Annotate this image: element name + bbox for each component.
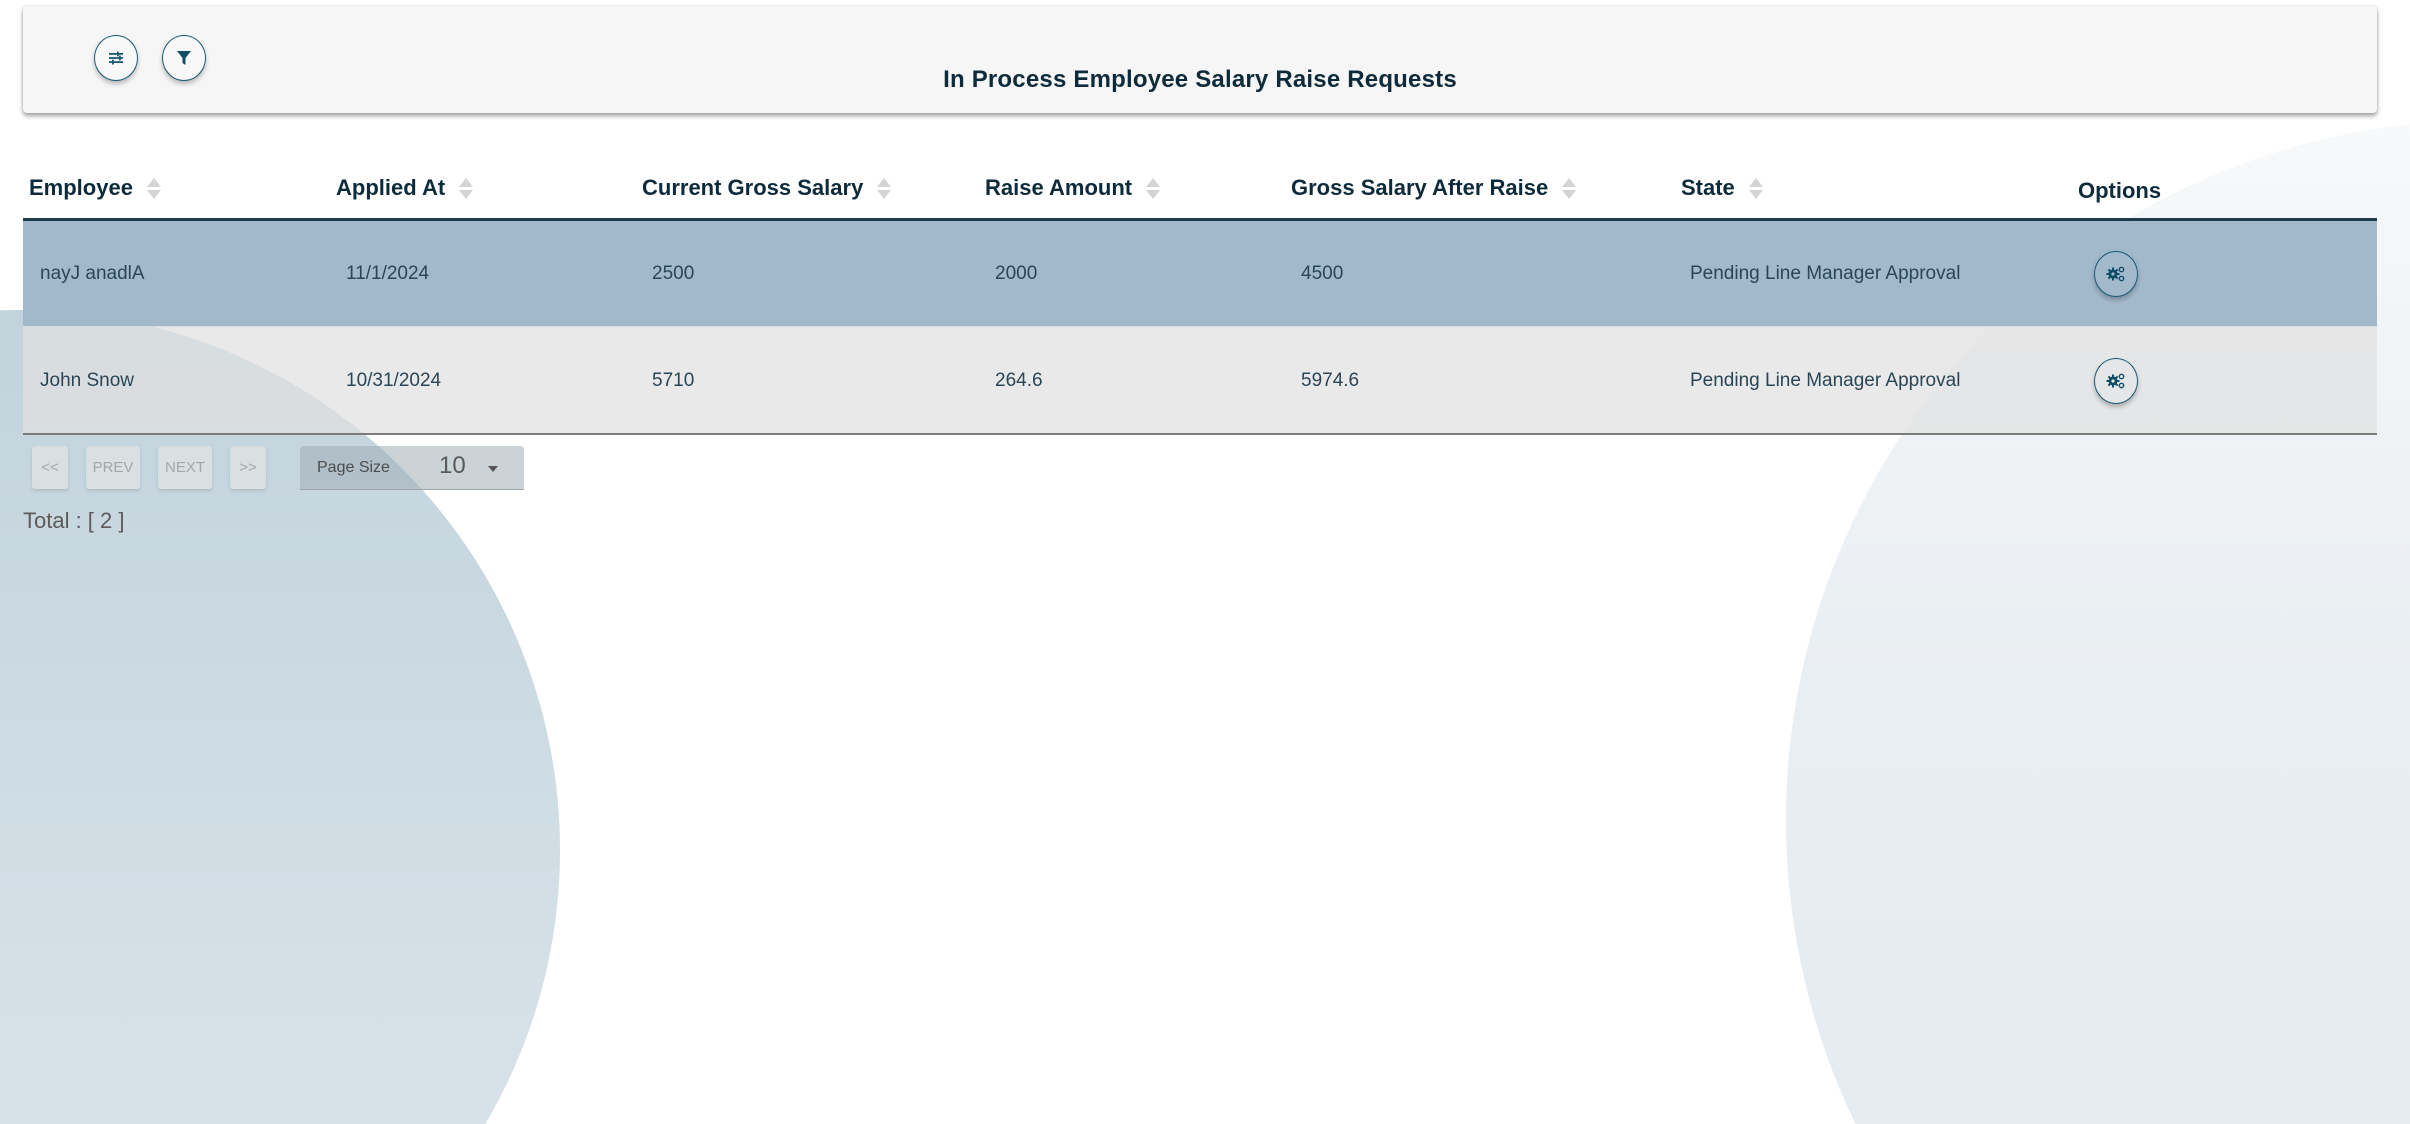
cell-gross-salary-after-raise: 4500 [1301,262,1344,284]
column-header-label: Employee [29,175,133,200]
table-row[interactable]: John Snow 10/31/2024 5710 264.6 5974.6 P… [23,326,2377,434]
total-count: Total : [ 2 ] [23,508,125,533]
page-size-select[interactable]: Page Size 10 [300,446,524,490]
column-header-label: Current Gross Salary [642,175,864,200]
row-options-button[interactable] [2094,357,2138,404]
sort-arrows-icon[interactable] [1146,177,1161,199]
column-header-raise-amount[interactable]: Raise Amount [985,175,1161,201]
page-size-label: Page Size [317,459,390,476]
cell-gross-salary-after-raise: 5974.6 [1301,369,1360,391]
column-header-gross-salary-after-raise[interactable]: Gross Salary After Raise [1291,175,1577,201]
column-header-label: Gross Salary After Raise [1291,175,1549,200]
cell-state: Pending Line Manager Approval [1690,262,1961,284]
sort-arrows-icon[interactable] [459,177,474,199]
page-size-value: 10 [439,452,466,479]
prev-page-button[interactable]: PREV [86,446,140,489]
cell-applied-at: 11/1/2024 [346,262,430,284]
column-header-employee[interactable]: Employee [29,175,161,201]
cell-employee: John Snow [40,369,135,391]
column-header-options: Options [2078,178,2161,204]
last-page-button[interactable]: >> [230,446,266,489]
column-header-current-gross-salary[interactable]: Current Gross Salary [642,175,892,201]
column-header-label: State [1681,175,1735,200]
sort-arrows-icon[interactable] [1748,177,1763,199]
sliders-icon [108,51,124,65]
table-row[interactable]: nayJ anadlA 11/1/2024 2500 2000 4500 Pen… [23,221,2377,326]
filter-icon [176,50,192,66]
cell-raise-amount: 264.6 [995,369,1043,391]
cell-state: Pending Line Manager Approval [1690,369,1961,391]
cell-current-gross-salary: 2500 [652,262,695,284]
cell-employee: nayJ anadlA [40,262,145,284]
column-header-state[interactable]: State [1681,175,1763,201]
page-header-card: In Process Employee Salary Raise Request… [23,6,2377,113]
cogs-icon [2106,266,2126,282]
page-title: In Process Employee Salary Raise Request… [943,66,1457,93]
sort-arrows-icon[interactable] [877,177,892,199]
chevron-down-icon [488,466,498,472]
table-bottom-divider [23,433,2377,435]
first-page-button[interactable]: << [32,446,68,489]
column-header-label: Applied At [336,175,446,200]
column-header-applied-at[interactable]: Applied At [336,175,474,201]
table-header-divider [23,218,2377,221]
cell-applied-at: 10/31/2024 [346,369,442,391]
next-page-button[interactable]: NEXT [158,446,212,489]
column-header-label: Options [2078,178,2162,203]
column-settings-button[interactable] [94,35,138,81]
sort-arrows-icon[interactable] [146,177,161,199]
row-options-button[interactable] [2094,250,2138,297]
sort-arrows-icon[interactable] [1562,177,1577,199]
filter-button[interactable] [162,35,206,81]
cell-raise-amount: 2000 [995,262,1038,284]
cogs-icon [2106,373,2126,389]
column-header-label: Raise Amount [985,175,1133,200]
cell-current-gross-salary: 5710 [652,369,695,391]
